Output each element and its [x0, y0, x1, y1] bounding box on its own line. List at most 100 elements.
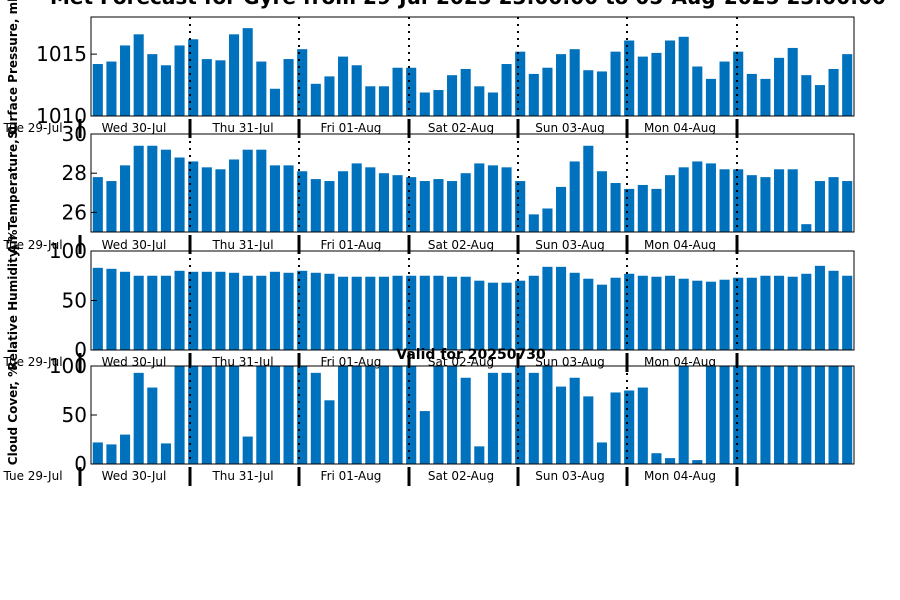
bar — [460, 173, 471, 232]
bar — [310, 179, 321, 232]
bar — [528, 214, 539, 232]
bar — [447, 366, 458, 464]
bar — [460, 68, 471, 116]
bar — [433, 179, 444, 232]
x-tick-label: Tue 29-Jul — [2, 469, 62, 483]
bar — [583, 145, 594, 232]
bar — [215, 366, 226, 464]
x-tick-label: Fri 01-Aug — [321, 469, 382, 483]
bar — [624, 273, 635, 350]
bar — [542, 67, 553, 116]
bar — [733, 277, 744, 350]
bar — [637, 56, 648, 116]
bar — [174, 157, 185, 232]
bar — [92, 64, 103, 116]
bar — [801, 224, 812, 232]
y-axis-label: Relative Humidity, % — [6, 230, 20, 371]
bar — [596, 284, 607, 350]
bar — [433, 275, 444, 350]
bar — [528, 372, 539, 464]
bar — [338, 171, 349, 232]
bar — [229, 159, 240, 232]
bar — [460, 276, 471, 350]
bar — [256, 149, 267, 232]
bar — [842, 54, 853, 117]
bar — [215, 271, 226, 350]
bar — [283, 272, 294, 350]
bar — [596, 171, 607, 232]
bar — [610, 392, 621, 464]
bar — [433, 366, 444, 464]
bar — [705, 78, 716, 117]
bar — [501, 372, 512, 464]
bar — [256, 61, 267, 116]
axes-box — [90, 16, 855, 117]
bar — [297, 171, 308, 232]
bar — [201, 271, 212, 350]
y-tick-label: 30 — [62, 122, 87, 146]
bar — [760, 366, 771, 464]
bar — [801, 273, 812, 350]
bar — [719, 366, 730, 464]
bar — [487, 282, 498, 350]
bar — [678, 36, 689, 116]
bar — [419, 181, 430, 232]
bar — [692, 161, 703, 232]
y-axis-label: Surface Pressure, mb — [6, 0, 20, 139]
bar — [719, 61, 730, 116]
bar — [256, 366, 267, 464]
bar — [147, 387, 158, 464]
bar — [419, 92, 430, 116]
bar — [324, 273, 335, 350]
bar — [297, 270, 308, 350]
bar — [760, 78, 771, 117]
bar — [324, 181, 335, 232]
bar — [528, 275, 539, 350]
bar — [338, 276, 349, 350]
bar — [120, 165, 131, 232]
x-tick-label: Wed 30-Jul — [102, 238, 167, 252]
bar — [120, 434, 131, 464]
bar — [365, 366, 376, 464]
bar — [378, 173, 389, 232]
bar — [406, 275, 417, 350]
bar — [719, 279, 730, 350]
bar — [583, 278, 594, 350]
bar — [610, 277, 621, 350]
bar — [542, 266, 553, 350]
bar — [392, 67, 403, 116]
chart-title: Met Forecast for Gyre from 29-Jul-2025 2… — [50, 0, 886, 9]
bar — [515, 51, 526, 116]
bar — [774, 366, 785, 464]
bar — [269, 366, 280, 464]
bar — [188, 366, 199, 464]
bar — [188, 271, 199, 350]
bar — [378, 366, 389, 464]
bar — [229, 34, 240, 116]
bar — [515, 280, 526, 350]
bar — [542, 208, 553, 232]
bar — [201, 59, 212, 116]
y-tick-label: 100 — [49, 239, 87, 263]
bar — [133, 145, 144, 232]
bar — [392, 175, 403, 232]
bar — [365, 167, 376, 232]
bar — [583, 70, 594, 116]
x-tick-label: Sat 02-Aug — [428, 238, 494, 252]
bar — [801, 366, 812, 464]
bar — [787, 276, 798, 350]
bar — [460, 377, 471, 464]
x-tick-label: Sat 02-Aug — [428, 469, 494, 483]
bar — [542, 366, 553, 464]
bar — [842, 181, 853, 232]
bar — [242, 28, 253, 116]
x-tick-label: Sat 02-Aug — [428, 121, 494, 135]
bar — [133, 275, 144, 350]
bar — [651, 276, 662, 350]
bar — [760, 275, 771, 350]
bar — [787, 366, 798, 464]
bar — [760, 177, 771, 232]
bar — [106, 61, 117, 116]
